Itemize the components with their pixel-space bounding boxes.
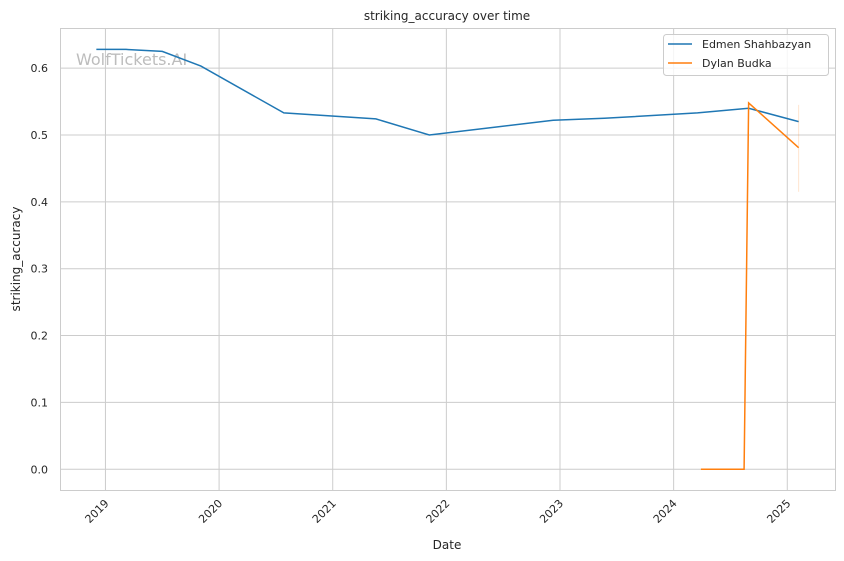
- x-tick-label: 2025: [764, 497, 793, 526]
- series-line-dylan-budka: [700, 101, 800, 471]
- x-axis-label: Date: [433, 538, 462, 552]
- x-tick-label: 2022: [423, 497, 452, 526]
- watermark: WolfTickets.AI: [76, 50, 187, 69]
- ticks: 2019 2020 2021 2022 2023 2024 2025 0.0 0.1 0.2 0.3…: [31, 62, 794, 526]
- plot-frame: [60, 28, 836, 491]
- legend-box: [663, 34, 829, 76]
- legend: Edmen Shahbazyan Dylan Budka: [663, 34, 829, 76]
- y-tick-label: 0.0: [31, 463, 49, 476]
- y-tick-label: 0.3: [31, 263, 49, 276]
- legend-label-edmen-shahbazyan: Edmen Shahbazyan: [702, 38, 811, 51]
- series-group: [96, 48, 800, 471]
- x-tick-label: 2023: [537, 497, 566, 526]
- y-tick-label: 0.2: [31, 330, 49, 343]
- x-tick-label: 2019: [83, 497, 112, 526]
- y-tick-label: 0.4: [31, 196, 49, 209]
- legend-label-dylan-budka: Dylan Budka: [702, 57, 772, 70]
- y-tick-label: 0.6: [31, 62, 49, 75]
- y-axis-label: striking_accuracy: [9, 207, 23, 312]
- series-line-edmen-shahbazyan: [96, 48, 799, 136]
- x-tick-label: 2020: [196, 497, 225, 526]
- chart-title: striking_accuracy over time: [364, 9, 530, 23]
- grid: [60, 28, 835, 490]
- x-tick-label: 2024: [651, 497, 680, 526]
- x-tick-label: 2021: [310, 497, 339, 526]
- y-tick-label: 0.5: [31, 129, 49, 142]
- y-tick-label: 0.1: [31, 396, 49, 409]
